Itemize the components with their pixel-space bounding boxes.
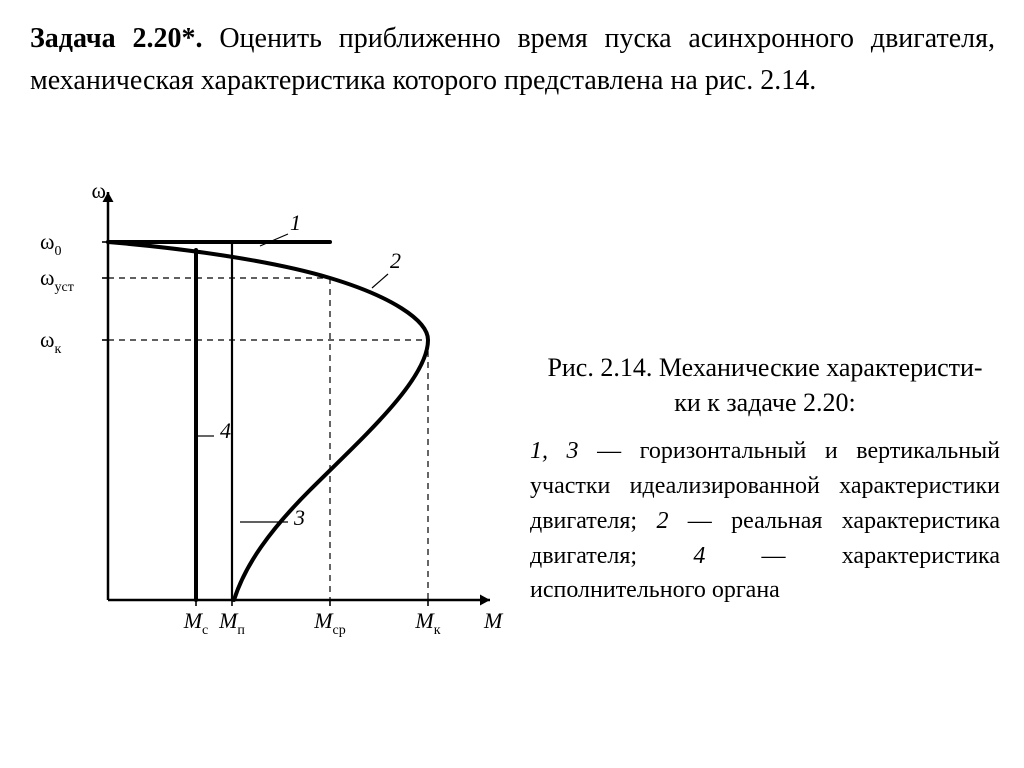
figure-caption: Рис. 2.14. Механические характеристи- ки…	[530, 350, 1000, 608]
svg-text:Mк: Mк	[414, 608, 440, 638]
svg-text:Mс: Mс	[183, 608, 209, 638]
chart-svg: ω Mω0 ωуст ωк Mс Mп Mср Mк 1 2 4 3	[30, 180, 510, 650]
svg-text:3: 3	[293, 505, 305, 530]
svg-text:4: 4	[220, 418, 231, 443]
caption-legend: 1, 3 — горизонтальный и вертикальный уча…	[530, 434, 1000, 608]
page: Задача 2.20*. Оценить приближенно время …	[0, 0, 1024, 768]
svg-text:ωуст: ωуст	[40, 265, 74, 295]
svg-text:Mп: Mп	[218, 608, 245, 638]
problem-lead: Задача 2.20*.	[30, 23, 202, 54]
caption-title-line1: Рис. 2.14. Механические характеристи-	[547, 353, 982, 382]
svg-text:ωк: ωк	[40, 327, 61, 357]
legend-key-13: 1, 3	[530, 438, 579, 464]
svg-text:2: 2	[390, 248, 401, 273]
caption-title: Рис. 2.14. Механические характеристи- ки…	[530, 350, 1000, 420]
svg-text:ω0: ω0	[40, 229, 61, 259]
figure-2-14: ω Mω0 ωуст ωк Mс Mп Mср Mк 1 2 4 3	[30, 180, 510, 650]
svg-text:ω: ω	[92, 180, 106, 203]
legend-key-4: 4	[693, 543, 705, 569]
problem-statement: Задача 2.20*. Оценить приближенно время …	[30, 18, 995, 102]
svg-text:Mср: Mср	[313, 608, 346, 638]
caption-title-line2: ки к задаче 2.20:	[674, 388, 856, 417]
legend-key-2: 2	[656, 508, 668, 534]
svg-text:1: 1	[290, 210, 301, 235]
svg-text:M: M	[483, 608, 504, 633]
